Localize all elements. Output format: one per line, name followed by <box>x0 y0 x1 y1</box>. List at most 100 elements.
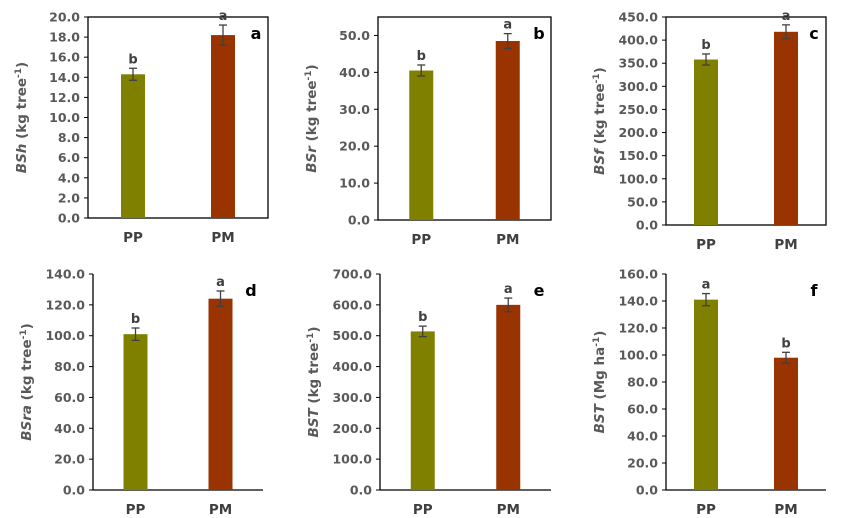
y-tick-label: 40.0 <box>627 429 658 444</box>
y-tick-label: 450.0 <box>618 10 658 25</box>
panel-letter: e <box>534 281 545 300</box>
y-axis-variable: BSra <box>19 405 35 441</box>
plot-frame <box>665 16 827 226</box>
y-tick-label: 20.0 <box>54 452 85 467</box>
y-axis-unit-exponent: -1 <box>306 333 316 343</box>
y-tick-label: 120.0 <box>618 321 658 336</box>
y-tick-label: 10.0 <box>339 176 370 191</box>
bar-PM <box>211 35 235 219</box>
y-axis-title: BSra (kg tree-1) <box>19 323 35 441</box>
panel-letter: f <box>811 281 819 300</box>
y-tick-label: 6.0 <box>58 150 80 165</box>
y-axis-title: BST (Mg ha-1) <box>592 331 608 434</box>
y-tick-label: 300.0 <box>618 79 658 94</box>
panel-letter: b <box>533 24 544 43</box>
y-axis-variable: BSr <box>304 145 320 173</box>
bar-PM <box>208 298 233 490</box>
y-axis-variable: BSf <box>592 147 608 175</box>
significance-label: b <box>417 49 426 64</box>
y-tick-label: 100.0 <box>618 171 658 186</box>
chart-panel-b: 0.0 10.0 20.0 30.0 40.0 50.0 BSr (kg tree-1) b P… <box>304 16 552 248</box>
x-category-label: PM <box>211 230 234 246</box>
bar-PP <box>694 299 718 490</box>
x-category-label: PM <box>774 502 797 518</box>
y-axis-unit: (kg tree <box>306 343 322 409</box>
significance-label: a <box>503 18 512 33</box>
y-tick-label: 20.0 <box>49 10 80 25</box>
y-tick-label: 300.0 <box>332 390 372 405</box>
bar-PP <box>123 334 148 490</box>
x-category-label: PP <box>411 232 431 248</box>
y-tick-label: 250.0 <box>618 102 658 117</box>
y-tick-label: 16.0 <box>49 50 80 65</box>
bar-PP <box>410 331 435 490</box>
chart-panel-f: 0.0 20.0 40.0 60.0 80.0 100.0 120.0 140.0 160.0 B… <box>592 267 826 518</box>
y-tick-label: 100.0 <box>45 328 85 343</box>
x-category-label: PM <box>497 502 520 518</box>
y-axis-unit-exponent: -1 <box>19 329 29 339</box>
y-axis-unit: (Mg ha <box>592 347 608 404</box>
chart-panel-c: 0.0 50.0 100.0 150.0 200.0 250.0 300.0 350.0 400… <box>592 9 827 253</box>
significance-label: b <box>131 312 140 327</box>
y-axis-unit-exponent: -1 <box>14 68 24 78</box>
x-category-label: PM <box>496 232 519 248</box>
y-tick-label: 60.0 <box>627 402 658 417</box>
y-tick-label: 200.0 <box>618 125 658 140</box>
significance-label: a <box>219 9 228 24</box>
y-tick-label: 14.0 <box>49 70 80 85</box>
plot-frame <box>377 16 552 221</box>
y-axis-title: BST (kg tree-1) <box>306 326 322 437</box>
x-category-label: PP <box>413 502 433 518</box>
x-category-label: PM <box>774 237 797 253</box>
y-axis-variable: BST <box>306 407 322 438</box>
bar-PP <box>121 74 145 218</box>
x-category-label: PP <box>126 502 146 518</box>
y-axis-variable: BST <box>592 402 608 433</box>
bar-PP <box>409 70 434 220</box>
x-category-label: PP <box>696 502 716 518</box>
y-tick-label: 400.0 <box>332 359 372 374</box>
y-tick-label: 20.0 <box>627 456 658 471</box>
y-axis-title: BSr (kg tree-1) <box>304 64 320 172</box>
y-axis-unit-exponent: -1 <box>304 70 314 80</box>
y-axis-unit-close: ) <box>304 64 320 70</box>
panel-letter: a <box>251 24 262 43</box>
y-tick-label: 150.0 <box>618 148 658 163</box>
y-tick-label: 200.0 <box>332 421 372 436</box>
y-tick-label: 12.0 <box>49 90 80 105</box>
y-tick-label: 140.0 <box>618 294 658 309</box>
y-axis-unit-exponent: -1 <box>592 337 602 347</box>
y-tick-label: 30.0 <box>339 102 370 117</box>
y-tick-label: 350.0 <box>618 56 658 71</box>
y-tick-label: 18.0 <box>49 30 80 45</box>
x-category-label: PP <box>696 237 716 253</box>
y-axis-unit-close: ) <box>19 323 35 329</box>
y-axis-unit-close: ) <box>306 326 322 332</box>
y-tick-label: 0.0 <box>636 483 658 498</box>
y-axis-unit-exponent: -1 <box>592 73 602 83</box>
y-axis-unit-close: ) <box>14 62 30 68</box>
y-tick-label: 700.0 <box>332 267 372 282</box>
y-tick-label: 0.0 <box>348 213 370 228</box>
y-tick-label: 400.0 <box>618 33 658 48</box>
y-axis-unit-close: ) <box>592 67 608 73</box>
y-axis-unit: (kg tree <box>592 83 608 149</box>
y-tick-label: 40.0 <box>339 65 370 80</box>
significance-label: a <box>782 9 791 24</box>
y-axis-title: BSf (kg tree-1) <box>592 67 608 175</box>
y-tick-label: 500.0 <box>332 328 372 343</box>
y-tick-label: 100.0 <box>618 348 658 363</box>
y-tick-label: 50.0 <box>339 28 370 43</box>
chart-panel-a: 0.0 2.0 4.0 6.0 8.0 10.0 12.0 14.0 16.0 18.0 20.0 B… <box>14 9 269 246</box>
y-tick-label: 160.0 <box>618 267 658 282</box>
y-tick-label: 8.0 <box>58 130 80 145</box>
y-tick-label: 10.0 <box>49 110 80 125</box>
bar-PM <box>774 31 798 226</box>
bar-PM <box>774 357 798 490</box>
y-tick-label: 50.0 <box>627 194 658 209</box>
plot-frame <box>87 16 269 219</box>
y-tick-label: 20.0 <box>339 139 370 154</box>
x-category-label: PP <box>123 230 143 246</box>
y-tick-label: 0.0 <box>63 483 85 498</box>
